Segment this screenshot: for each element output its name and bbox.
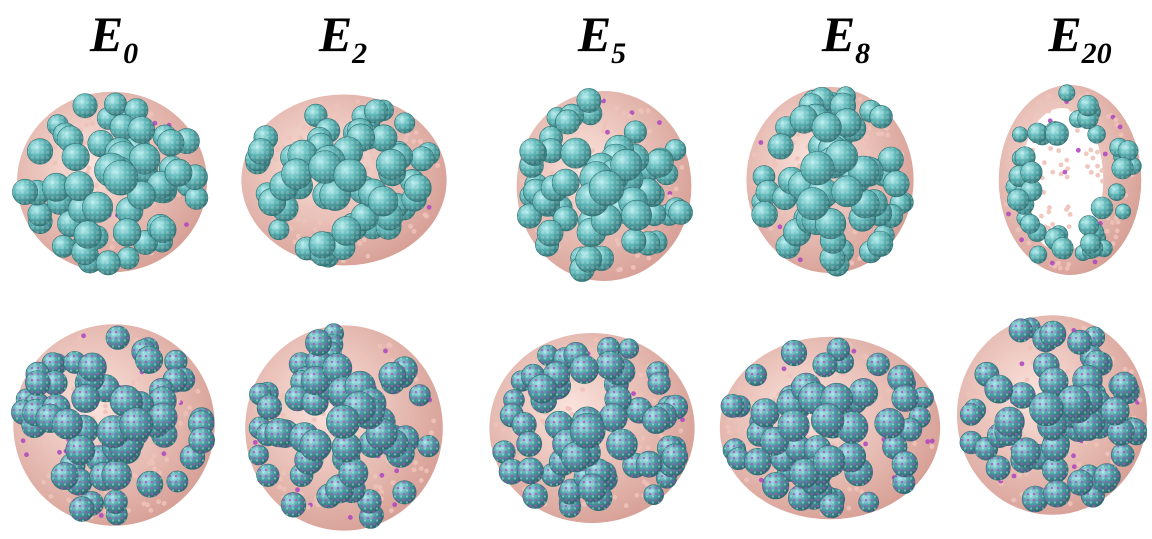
label-e5-letter: E bbox=[577, 6, 612, 62]
label-e5-sub: 5 bbox=[611, 37, 627, 70]
cluster-e0-top bbox=[12, 91, 209, 276]
cluster-e2-top bbox=[241, 94, 447, 268]
label-e5: E5 bbox=[502, 4, 702, 69]
label-e2: E2 bbox=[243, 4, 443, 69]
label-e0: E0 bbox=[14, 4, 214, 69]
cluster-e2-bottom bbox=[245, 323, 443, 531]
cluster-e20-bottom bbox=[957, 315, 1147, 515]
label-e8-letter: E bbox=[821, 6, 856, 62]
label-e8-sub: 8 bbox=[855, 37, 871, 70]
label-e8: E8 bbox=[746, 4, 946, 69]
cluster-e5-bottom bbox=[489, 333, 695, 523]
label-e20: E20 bbox=[980, 4, 1152, 69]
label-e0-letter: E bbox=[89, 6, 124, 62]
cluster-e5-top bbox=[516, 88, 693, 282]
cluster-e8-bottom bbox=[719, 336, 941, 520]
label-e20-letter: E bbox=[1048, 6, 1082, 62]
cluster-e20-top bbox=[998, 84, 1142, 275]
label-e2-letter: E bbox=[318, 6, 353, 62]
cluster-e8-top bbox=[746, 86, 914, 277]
label-e2-sub: 2 bbox=[352, 37, 368, 70]
label-e0-sub: 0 bbox=[123, 37, 139, 70]
label-e20-sub: 20 bbox=[1081, 37, 1112, 70]
cluster-e0-bottom bbox=[11, 324, 215, 526]
